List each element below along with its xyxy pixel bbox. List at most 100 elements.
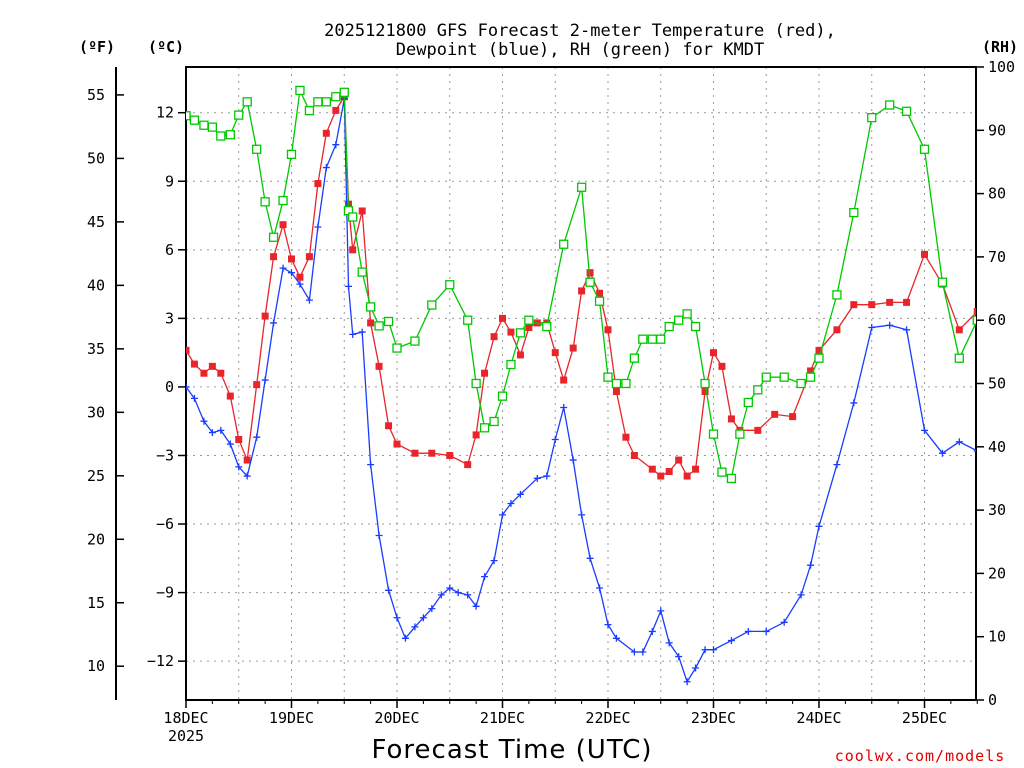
celsius-tick-label: 6 — [165, 241, 174, 259]
rh-point — [735, 429, 745, 439]
dewpoint-point — [744, 627, 752, 635]
dewpoint-point — [481, 573, 489, 581]
temperature-point — [516, 351, 524, 359]
rh-point — [849, 207, 859, 218]
dewpoint-point — [401, 634, 409, 642]
rh-tick-label: 70 — [988, 248, 1006, 266]
temperature-point — [604, 326, 612, 334]
dewpoint-point — [349, 330, 357, 338]
rh-point — [383, 316, 394, 327]
temperature-point — [692, 465, 700, 473]
temperature-point — [551, 349, 559, 357]
rh-point — [321, 97, 331, 107]
rh-point — [331, 92, 341, 102]
rh-point — [753, 385, 763, 395]
fahrenheit-tick-label: 15 — [87, 594, 105, 612]
rh-point — [506, 359, 516, 370]
fahrenheit-tick-label: 30 — [87, 403, 105, 421]
rh-point — [524, 315, 534, 325]
rh-point — [278, 195, 288, 206]
dewpoint-point — [648, 627, 656, 635]
rh-point — [779, 372, 789, 382]
dewpoint-point — [551, 435, 559, 443]
rh-point — [216, 131, 226, 141]
temperature-point — [1009, 294, 1016, 301]
temperature-point — [710, 349, 717, 357]
dewpoint-point — [701, 646, 709, 654]
rh-point — [207, 122, 218, 132]
rh-tick-label: 60 — [988, 311, 1006, 329]
rh-point — [805, 372, 816, 382]
celsius-tick-label: 0 — [165, 378, 174, 396]
credit-link[interactable]: coolwx.com/models — [835, 747, 1006, 765]
temperature-point — [955, 326, 963, 334]
rh-point — [242, 97, 252, 107]
temperature-point — [807, 367, 815, 375]
temperature-point — [226, 392, 234, 400]
x-axis-label: Forecast Time (UTC) — [371, 735, 652, 765]
celsius-unit-label: (ºC) — [148, 38, 184, 56]
fahrenheit-tick-label: 25 — [87, 467, 105, 485]
dewpoint-point — [253, 433, 261, 441]
temperature-point — [322, 129, 330, 137]
temperature-point — [886, 298, 894, 306]
dewpoint-point — [217, 426, 225, 434]
dewpoint-point — [886, 321, 894, 329]
dewpoint-point — [305, 296, 313, 304]
rh-point — [304, 106, 315, 116]
dewpoint-point — [279, 264, 287, 272]
temperature-point — [235, 435, 243, 443]
rh-point — [445, 280, 455, 290]
series-plot-area — [186, 85, 1016, 686]
dewpoint-point — [692, 664, 700, 672]
dewpoint-point — [1009, 383, 1016, 390]
temperature-point — [490, 333, 498, 341]
dewpoint-point — [385, 586, 393, 594]
rh-point — [638, 334, 648, 344]
dewpoint-point — [797, 591, 805, 599]
temperature-point — [349, 246, 357, 254]
rh-point — [365, 302, 376, 312]
temperature-point — [727, 415, 735, 423]
dewpoint-point — [807, 561, 815, 569]
dewpoint-point — [612, 634, 620, 642]
temperature-point — [525, 324, 533, 332]
rh-point — [700, 378, 710, 389]
dewpoint-point — [596, 584, 604, 592]
dewpoint-point — [375, 531, 383, 539]
rh-point — [796, 378, 806, 389]
dewpoint-point — [833, 461, 841, 469]
rh-point — [664, 321, 674, 332]
rh-point — [832, 290, 842, 300]
temperature-point — [665, 467, 673, 475]
temperature-point — [186, 346, 190, 354]
rh-point — [286, 149, 297, 160]
fahrenheit-unit-label: (ºF) — [79, 38, 115, 56]
rh-point — [743, 397, 753, 408]
celsius-tick-label: 9 — [165, 172, 174, 190]
rh-point — [410, 336, 420, 346]
rh-point — [427, 300, 437, 310]
time-axis: 18DEC 19DEC 20DEC 21DEC 22DEC 23DEC 24DEC 25DEC — [163, 700, 978, 727]
rh-point — [479, 423, 490, 433]
temperature-point — [622, 433, 630, 441]
celsius-tick-label: −6 — [156, 515, 174, 533]
temperature-point — [243, 456, 251, 464]
dewpoint-point — [516, 490, 524, 498]
rh-point — [357, 267, 367, 277]
dewpoint-point — [490, 557, 498, 565]
temperature-point — [657, 472, 665, 480]
temperature-point — [992, 301, 999, 308]
rh-point — [656, 334, 666, 344]
year-label: 2025 — [168, 727, 204, 745]
rh-point — [313, 97, 323, 107]
dewpoint-point — [288, 269, 295, 277]
dewpoint-point — [472, 602, 480, 610]
temperature-point — [586, 269, 594, 277]
temperature-point — [270, 253, 278, 261]
gridlines — [186, 67, 976, 700]
temperature-point — [596, 289, 604, 297]
time-tick-label: 18DEC — [163, 709, 208, 727]
time-tick-label: 22DEC — [585, 709, 630, 727]
dewpoint-point — [938, 449, 946, 457]
